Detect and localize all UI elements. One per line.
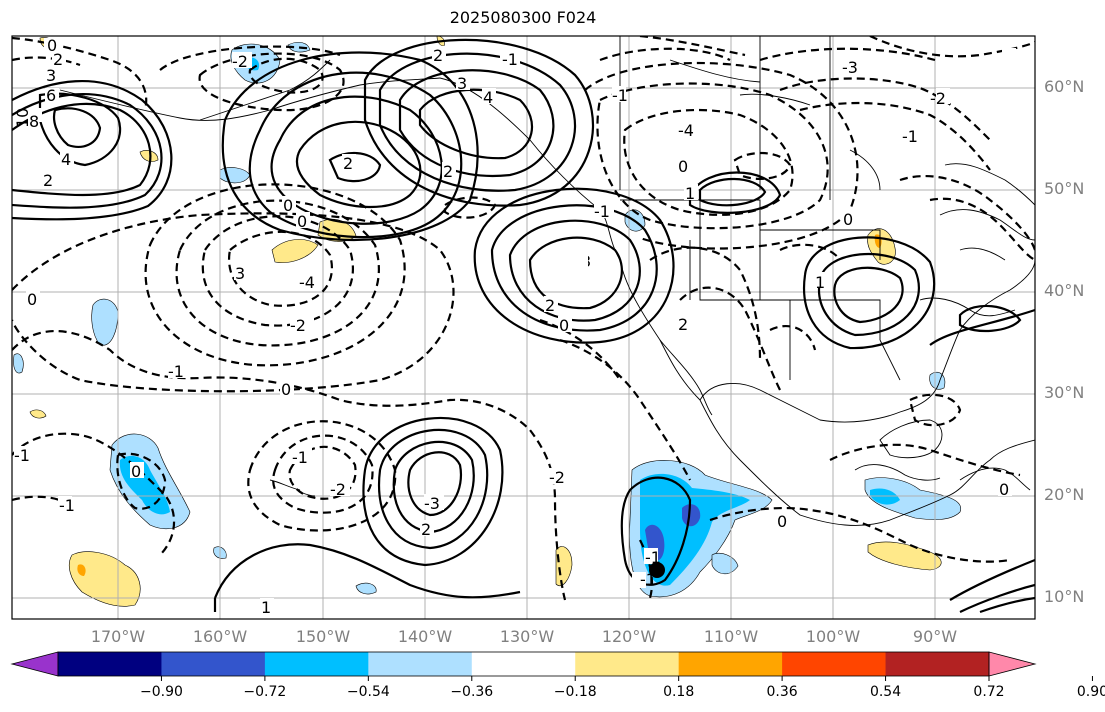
contour-label: -1 bbox=[594, 202, 610, 221]
contour-label: 2 bbox=[53, 50, 63, 69]
lat-label: 40°N bbox=[1044, 281, 1085, 300]
contour-label: 0 bbox=[999, 480, 1009, 499]
colorbar-tick-label: −0.72 bbox=[243, 684, 287, 700]
map-title: 2025080300 F024 bbox=[449, 8, 597, 27]
colorbar-cell bbox=[368, 652, 473, 676]
contour-label: -2 bbox=[232, 52, 248, 71]
contour-label: -4 bbox=[678, 121, 694, 140]
contour-label: 2 bbox=[433, 46, 443, 65]
contour-label: -2 bbox=[290, 316, 306, 335]
lon-label: 110°W bbox=[703, 627, 759, 646]
colorbar bbox=[10, 651, 1093, 681]
contour-label: -1 bbox=[502, 50, 518, 69]
contour-label: 0 bbox=[559, 316, 569, 335]
contour-label: 0 bbox=[131, 462, 141, 481]
contour-label: 1 bbox=[685, 184, 695, 203]
contour-label: 2 bbox=[545, 296, 555, 315]
contour-label: -2 bbox=[549, 468, 565, 487]
colorbar-cell bbox=[264, 652, 369, 676]
contours bbox=[12, 36, 1035, 614]
lon-label: 90°W bbox=[912, 627, 958, 646]
contour-label: 1 bbox=[261, 598, 271, 617]
contour-label: 0 bbox=[678, 157, 688, 176]
lon-label: 150°W bbox=[295, 627, 351, 646]
contour-label: -4 bbox=[299, 273, 315, 292]
lon-label: 100°W bbox=[805, 627, 861, 646]
colorbar-cell bbox=[782, 652, 887, 676]
contour-label: 0 bbox=[27, 290, 37, 309]
contour-label: -2 bbox=[930, 89, 946, 108]
colorbar-tick-label: 0.54 bbox=[869, 684, 902, 700]
contour-label: 3 bbox=[235, 264, 245, 283]
lat-label: 10°N bbox=[1044, 587, 1085, 606]
map-frame bbox=[11, 35, 1036, 620]
contour-label: -3 bbox=[842, 58, 858, 77]
contour-label: -3 bbox=[424, 494, 440, 513]
lat-label: 20°N bbox=[1044, 485, 1085, 504]
contour-label: 0 bbox=[281, 380, 291, 399]
contour-label: 4 bbox=[483, 88, 493, 107]
contour-label: -1 bbox=[612, 86, 628, 105]
colorbar-tick-label: −0.36 bbox=[450, 684, 494, 700]
colorbar-cell bbox=[58, 652, 162, 676]
colorbar-tick-label: 0.72 bbox=[973, 684, 1005, 700]
contour-label: -1 bbox=[14, 446, 30, 465]
colorbar-tick-label: −0.18 bbox=[553, 684, 597, 700]
contour-label: -1 bbox=[292, 448, 308, 467]
contour-label: 6 bbox=[46, 86, 56, 105]
contour-label: 1 bbox=[815, 273, 825, 292]
gridlines bbox=[12, 36, 1035, 619]
lon-label: 120°W bbox=[601, 627, 657, 646]
contour-label: 3 bbox=[46, 66, 56, 85]
colorbar-cell bbox=[471, 652, 576, 676]
colorbar-extend-high bbox=[988, 651, 1037, 677]
contour-label: 0 bbox=[843, 210, 853, 229]
contour-label: 4 bbox=[61, 150, 71, 169]
colorbar-cell bbox=[885, 652, 990, 676]
colorbar-tick-label: 0.18 bbox=[663, 684, 695, 700]
contour-labels: 0 2 3 6 8 10 4 2 -2 2 3 4 2 -1 0 0 2 3 -… bbox=[13, 36, 1016, 617]
contour-label: 2 bbox=[421, 520, 431, 539]
contour-label: 2 bbox=[43, 171, 53, 190]
contour-label: 0 bbox=[283, 196, 293, 215]
center-marker bbox=[649, 562, 665, 578]
colorbar-extend-low bbox=[10, 651, 59, 677]
contour-label: 10 bbox=[13, 108, 32, 128]
contour-label: 2 bbox=[443, 162, 453, 181]
lon-label: 170°W bbox=[90, 627, 146, 646]
lon-label: 160°W bbox=[192, 627, 248, 646]
contour-label: 2 bbox=[343, 154, 353, 173]
contour-label: 0 bbox=[777, 512, 787, 531]
contour-label: -1 bbox=[168, 362, 184, 381]
colorbar-tick-label: −0.54 bbox=[346, 684, 390, 700]
lat-label: 50°N bbox=[1044, 179, 1085, 198]
contour-label: 3 bbox=[457, 74, 467, 93]
lon-label: 140°W bbox=[397, 627, 453, 646]
lat-label: 60°N bbox=[1044, 77, 1085, 96]
contour-label: 8 bbox=[29, 112, 39, 131]
colorbar-tick-label: 0.90 bbox=[1076, 684, 1105, 700]
lon-label: 130°W bbox=[499, 627, 555, 646]
contour-label: -1 bbox=[902, 127, 918, 146]
contour-label: -2 bbox=[330, 480, 346, 499]
contour-label: -1 bbox=[59, 496, 75, 515]
colorbar-cell bbox=[575, 652, 680, 676]
colorbar-tick-label: 0.36 bbox=[766, 684, 798, 700]
contour-label: 2 bbox=[678, 315, 688, 334]
colorbar-tick-label: −0.90 bbox=[139, 684, 183, 700]
contour-label: 0 bbox=[47, 36, 57, 55]
colorbar-cell bbox=[161, 652, 266, 676]
coastlines bbox=[59, 36, 1035, 526]
lat-label: 30°N bbox=[1044, 383, 1085, 402]
contour-label: 0 bbox=[297, 212, 307, 231]
colorbar-cell bbox=[678, 652, 783, 676]
